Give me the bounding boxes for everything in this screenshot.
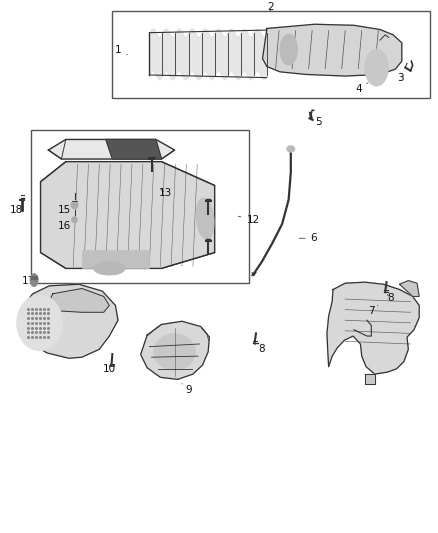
Text: 6: 6	[299, 233, 317, 243]
Text: 9: 9	[182, 384, 192, 395]
Ellipse shape	[280, 34, 297, 65]
Ellipse shape	[94, 262, 125, 275]
Ellipse shape	[196, 198, 214, 239]
Text: 7: 7	[368, 305, 378, 316]
Polygon shape	[41, 161, 215, 269]
Text: 8: 8	[387, 293, 394, 303]
Polygon shape	[327, 282, 419, 374]
Text: 2: 2	[267, 2, 274, 12]
Ellipse shape	[365, 50, 388, 86]
Polygon shape	[22, 284, 118, 358]
Ellipse shape	[72, 217, 78, 223]
Text: 4: 4	[355, 83, 368, 94]
Text: 13: 13	[159, 188, 173, 198]
Text: 14: 14	[88, 147, 106, 157]
Bar	[31, 276, 37, 279]
Bar	[31, 130, 250, 283]
Bar	[82, 250, 149, 269]
Circle shape	[17, 295, 62, 350]
Text: 1: 1	[115, 45, 127, 55]
Text: 18: 18	[10, 205, 23, 215]
Text: 15: 15	[58, 205, 71, 215]
Ellipse shape	[30, 274, 38, 286]
Bar	[113, 11, 430, 98]
Polygon shape	[48, 140, 175, 159]
Polygon shape	[106, 140, 162, 159]
Text: 11: 11	[26, 337, 39, 348]
Ellipse shape	[71, 201, 78, 209]
Text: 8: 8	[254, 344, 265, 354]
Polygon shape	[365, 374, 375, 384]
Ellipse shape	[287, 146, 295, 152]
Polygon shape	[48, 288, 110, 312]
Polygon shape	[262, 24, 402, 76]
Ellipse shape	[154, 334, 195, 370]
Text: 12: 12	[238, 215, 260, 225]
Polygon shape	[399, 280, 419, 296]
Polygon shape	[141, 321, 209, 379]
Text: 3: 3	[398, 73, 404, 83]
Text: 5: 5	[311, 117, 321, 127]
Text: 16: 16	[58, 221, 71, 231]
Text: 17: 17	[22, 276, 35, 286]
Text: 10: 10	[103, 364, 116, 374]
